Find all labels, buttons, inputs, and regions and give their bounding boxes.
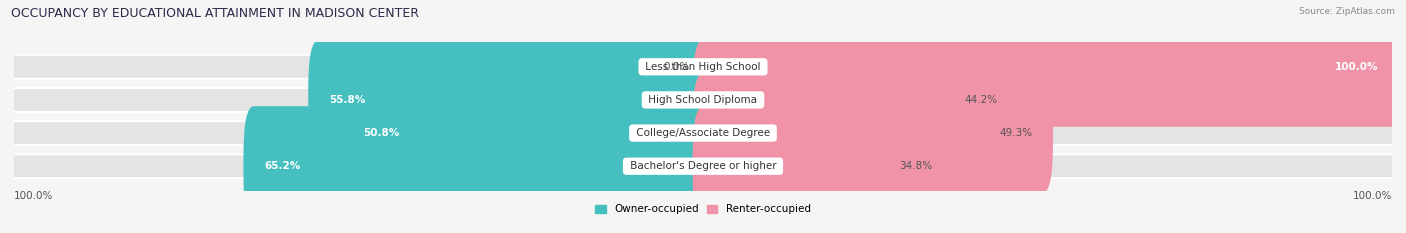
Text: Bachelor's Degree or higher: Bachelor's Degree or higher [627,161,779,171]
FancyBboxPatch shape [14,120,1392,146]
FancyBboxPatch shape [308,40,713,160]
FancyBboxPatch shape [703,155,1392,177]
Text: Source: ZipAtlas.com: Source: ZipAtlas.com [1299,7,1395,16]
Legend: Owner-occupied, Renter-occupied: Owner-occupied, Renter-occupied [591,200,815,219]
FancyBboxPatch shape [14,122,703,144]
FancyBboxPatch shape [703,89,1392,111]
Text: High School Diploma: High School Diploma [645,95,761,105]
FancyBboxPatch shape [343,73,713,193]
FancyBboxPatch shape [693,7,1402,127]
FancyBboxPatch shape [14,87,1392,113]
Text: 50.8%: 50.8% [363,128,399,138]
FancyBboxPatch shape [703,122,1392,144]
Text: College/Associate Degree: College/Associate Degree [633,128,773,138]
FancyBboxPatch shape [693,73,1053,193]
Text: 0.0%: 0.0% [664,62,689,72]
Text: 100.0%: 100.0% [14,191,53,201]
FancyBboxPatch shape [693,40,1018,160]
Text: 44.2%: 44.2% [965,95,997,105]
FancyBboxPatch shape [14,153,1392,179]
FancyBboxPatch shape [14,54,1392,80]
Text: 65.2%: 65.2% [264,161,301,171]
FancyBboxPatch shape [14,155,703,177]
FancyBboxPatch shape [693,106,953,226]
FancyBboxPatch shape [14,89,703,111]
Text: 55.8%: 55.8% [329,95,366,105]
FancyBboxPatch shape [14,56,703,78]
Text: 49.3%: 49.3% [1000,128,1032,138]
Text: OCCUPANCY BY EDUCATIONAL ATTAINMENT IN MADISON CENTER: OCCUPANCY BY EDUCATIONAL ATTAINMENT IN M… [11,7,419,20]
Text: 34.8%: 34.8% [900,161,932,171]
Text: 100.0%: 100.0% [1334,62,1378,72]
Text: 100.0%: 100.0% [1353,191,1392,201]
Text: Less than High School: Less than High School [643,62,763,72]
FancyBboxPatch shape [243,106,713,226]
FancyBboxPatch shape [703,56,1392,78]
